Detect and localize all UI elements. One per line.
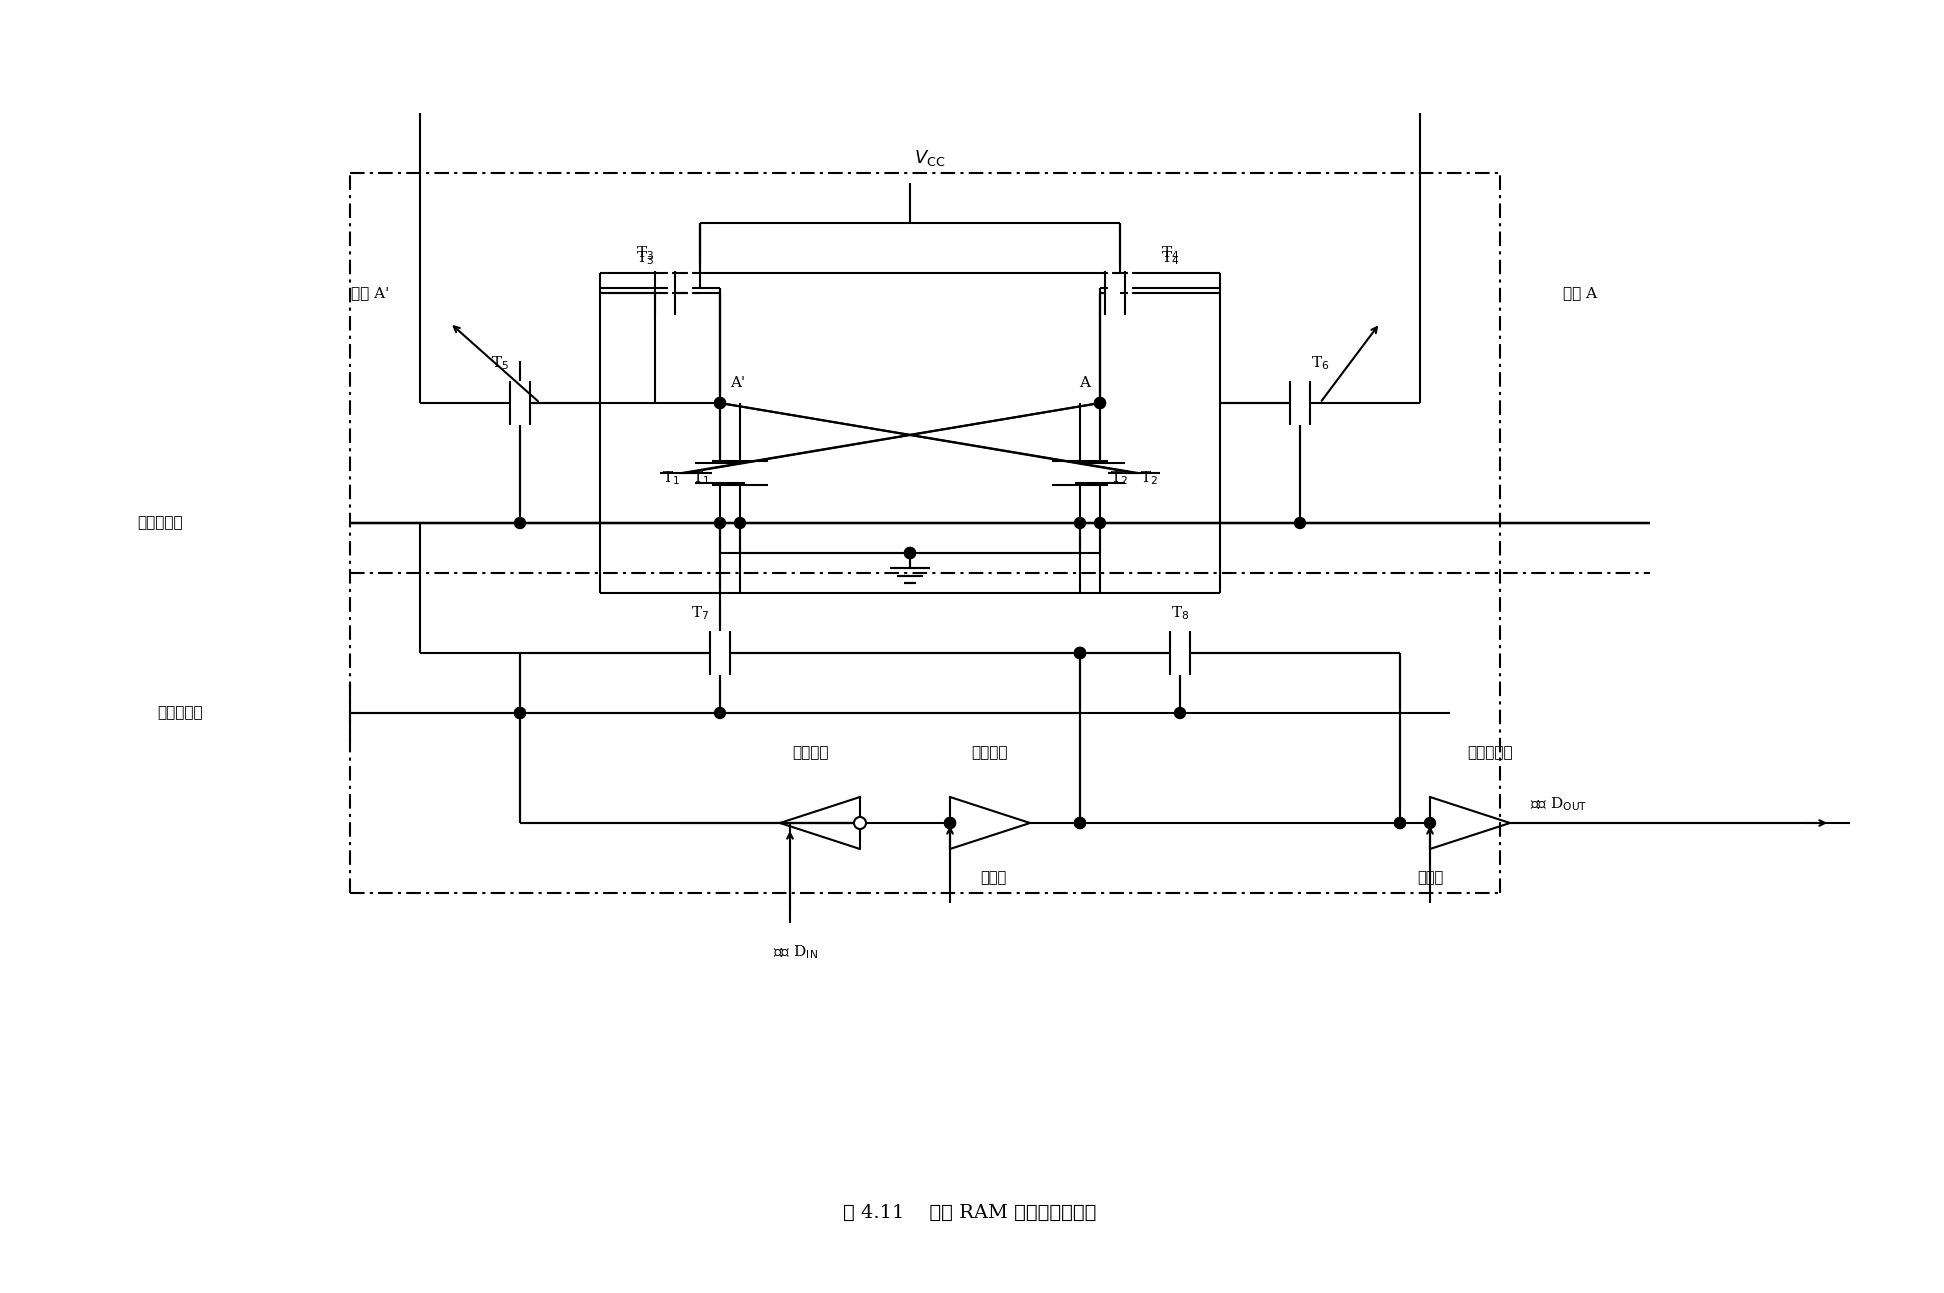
Text: A': A' — [731, 376, 745, 390]
Text: 写放大器: 写放大器 — [972, 746, 1009, 760]
Circle shape — [1075, 817, 1085, 829]
Text: 写放大器: 写放大器 — [791, 746, 828, 760]
Text: T$_3$: T$_3$ — [636, 244, 653, 262]
Text: T$_4$: T$_4$ — [1161, 250, 1180, 266]
Text: T$_5$: T$_5$ — [492, 354, 509, 372]
Circle shape — [715, 517, 725, 529]
Text: A: A — [1079, 376, 1091, 390]
Circle shape — [853, 817, 865, 829]
Circle shape — [1094, 397, 1106, 409]
Text: T$_8$: T$_8$ — [1170, 604, 1190, 622]
Circle shape — [1394, 817, 1406, 829]
Text: T$_1$: T$_1$ — [663, 469, 680, 487]
Circle shape — [1075, 517, 1085, 529]
Text: T$_6$: T$_6$ — [1310, 354, 1330, 372]
Circle shape — [1094, 397, 1106, 409]
Circle shape — [1174, 707, 1186, 719]
Text: 写入 D$_{\rm IN}$: 写入 D$_{\rm IN}$ — [772, 943, 816, 961]
Circle shape — [515, 707, 525, 719]
Text: $V_{\rm CC}$: $V_{\rm CC}$ — [914, 147, 945, 168]
Text: T$_2$: T$_2$ — [1139, 469, 1159, 487]
Circle shape — [1425, 817, 1435, 829]
Circle shape — [715, 707, 725, 719]
Circle shape — [1094, 517, 1106, 529]
Text: 图 4.11    静态 RAM 的基本单元电路: 图 4.11 静态 RAM 的基本单元电路 — [844, 1204, 1096, 1222]
Text: 行地址选择: 行地址选择 — [138, 516, 183, 530]
Circle shape — [1075, 817, 1085, 829]
Text: T$_4$: T$_4$ — [1161, 244, 1180, 262]
Circle shape — [1075, 648, 1085, 658]
Text: 读出放大器: 读出放大器 — [1468, 746, 1512, 760]
Text: T$_3$: T$_3$ — [636, 250, 653, 266]
Text: 位线 A: 位线 A — [1563, 286, 1598, 300]
Circle shape — [1075, 648, 1085, 658]
Text: 位线 A': 位线 A' — [350, 286, 389, 300]
Circle shape — [735, 517, 745, 529]
Text: T$_2$: T$_2$ — [1110, 469, 1128, 487]
Text: T$_1$: T$_1$ — [692, 469, 710, 487]
Circle shape — [904, 547, 916, 559]
Circle shape — [1394, 817, 1406, 829]
Circle shape — [904, 547, 916, 559]
Text: T$_7$: T$_7$ — [690, 604, 710, 622]
Circle shape — [945, 817, 956, 829]
Text: 读选择: 读选择 — [1417, 871, 1442, 884]
Circle shape — [515, 517, 525, 529]
Text: 输出 D$_{\rm OUT}$: 输出 D$_{\rm OUT}$ — [1530, 795, 1588, 813]
Text: 列地址选择: 列地址选择 — [157, 706, 202, 720]
Circle shape — [1295, 517, 1306, 529]
Text: 写选择: 写选择 — [980, 871, 1007, 884]
Circle shape — [515, 707, 525, 719]
Circle shape — [715, 397, 725, 409]
Circle shape — [715, 397, 725, 409]
Circle shape — [1075, 648, 1085, 658]
Circle shape — [945, 817, 956, 829]
